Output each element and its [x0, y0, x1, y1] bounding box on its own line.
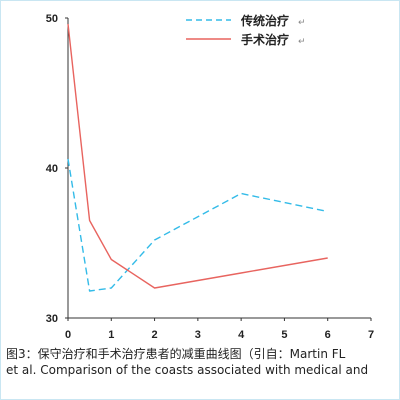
x-tick-label: 0: [65, 329, 71, 341]
x-tick-label: 2: [152, 329, 158, 341]
x-tick-label: 5: [281, 329, 287, 341]
chart-axes: [67, 18, 371, 319]
legend-mark-conventional: ↵: [298, 18, 306, 28]
series-line-conventional: [67, 158, 328, 292]
series-line-surgical: [67, 23, 328, 289]
series-lines: [67, 23, 328, 292]
y-tick-labels: 30 40 50: [46, 13, 68, 325]
x-tick-label: 6: [325, 329, 331, 341]
caption-line-1: 图3：保守治疗和手术治疗患者的减重曲线图（引自：Martin FL: [6, 347, 346, 361]
x-tick-label: 3: [195, 329, 201, 341]
figure-caption: 图3：保守治疗和手术治疗患者的减重曲线图（引自：Martin FL et al.…: [6, 346, 398, 378]
y-tick-label: 50: [46, 13, 58, 25]
caption-line-2: et al. Comparison of the coasts associat…: [6, 363, 369, 377]
legend-mark-surgical: ↵: [298, 37, 306, 47]
chart-legend: 传统治疗 ↵ 手术治疗 ↵: [186, 13, 306, 47]
x-tick-label: 7: [368, 329, 374, 341]
legend-label-surgical: 手术治疗: [241, 32, 289, 47]
x-tick-label: 4: [238, 329, 245, 341]
x-tick-labels: 0 1 2 3 4 5 6 7: [65, 318, 374, 341]
y-tick-label: 30: [46, 313, 58, 325]
y-tick-label: 40: [46, 163, 58, 175]
line-chart: 30 40 50 0 1 2 3 4 5 6 7 传统治疗 ↵ 手术治疗 ↵: [46, 13, 374, 341]
legend-label-conventional: 传统治疗: [240, 13, 289, 28]
x-tick-label: 1: [108, 329, 114, 341]
